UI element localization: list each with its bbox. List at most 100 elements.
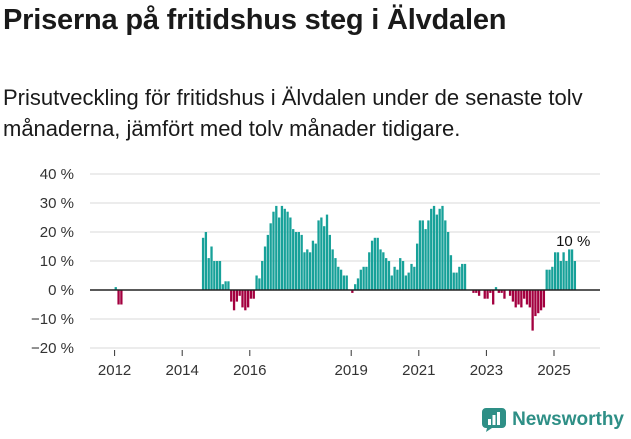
bar [373,237,377,290]
bar [241,290,244,308]
bar [492,290,495,305]
chart-subtitle: Prisutveckling för fritidshus i Älvdalen… [3,85,583,141]
bar [213,261,216,290]
bar [258,278,261,290]
bar [232,290,236,311]
bar [283,208,286,290]
bar [272,211,275,290]
bar [556,252,560,290]
bar [441,205,444,290]
bar [286,211,289,290]
bar [266,234,270,290]
bar [568,249,571,290]
bar [539,290,543,311]
bar [520,290,523,308]
bar [255,275,258,290]
bar [382,252,385,290]
bar [472,290,475,293]
x-tick-label: 2023 [470,362,503,379]
bar [362,266,365,290]
bar [385,258,388,290]
bar [235,290,239,302]
bar [269,223,272,290]
bar [210,246,213,290]
bar [201,237,205,290]
bar [216,261,219,290]
bar [376,237,379,290]
bar [565,261,568,290]
bar [370,240,374,290]
bar [263,246,267,290]
bar [331,249,334,290]
bar [415,243,419,290]
bar [218,261,222,290]
bar [117,290,120,305]
bar [554,252,557,290]
bar [497,290,500,293]
bar [494,287,498,290]
bar [339,269,343,290]
bar [528,290,531,308]
bar [463,263,467,290]
bar [534,290,537,317]
x-tick-label: 2025 [537,362,570,379]
bar [294,232,298,290]
bar [551,266,554,290]
bar [368,252,371,290]
bar [261,261,264,290]
bar [390,275,393,290]
bars [114,205,577,331]
bar [500,290,503,293]
bar [365,266,368,290]
bar [475,290,478,293]
bar [430,208,433,290]
y-tick-label: 20 % [40,224,74,241]
bar [458,266,461,290]
bar [207,258,210,290]
y-tick-label: 0 % [48,282,74,299]
bar [337,266,340,290]
bar [328,234,331,290]
bar [204,232,208,290]
bar [292,229,295,290]
x-tick-label: 2014 [166,362,199,379]
bar [461,263,464,290]
y-tick-label: 30 % [40,195,74,212]
bar [359,269,362,290]
bar [297,232,300,290]
bar-chart: 40 %30 %20 %10 %0 %−10 %−20 % 2012 2014 20… [31,166,600,379]
bar [452,272,455,290]
bar [317,220,320,290]
bar [306,249,309,290]
bar [354,284,357,290]
bar [224,281,227,290]
bar [238,290,241,296]
newsworthy-brand: Newsworthy [512,409,624,430]
bar [120,290,123,305]
y-axis-labels: 40 % 30 % 20 % 10 % 0 % −10 % −20 % [31,166,74,357]
bar [246,290,250,308]
y-tick-label: −20 % [31,340,74,357]
newsworthy-logo: Newsworthy [481,407,624,433]
bar [427,220,430,290]
bar [542,290,546,308]
bar [399,258,402,290]
bar [252,290,255,299]
bar [342,275,346,290]
bar [514,290,517,308]
bar [511,290,515,302]
bar [325,214,329,290]
gridlines [90,173,600,349]
bar [489,290,492,293]
bar [277,217,281,290]
bar [351,290,354,293]
bar [379,249,382,290]
bar [570,249,574,290]
bar [308,252,312,290]
bar [230,290,233,302]
bar [404,275,408,290]
bar [249,290,253,299]
bar [483,290,486,299]
bar [523,290,526,299]
bar [562,252,565,290]
